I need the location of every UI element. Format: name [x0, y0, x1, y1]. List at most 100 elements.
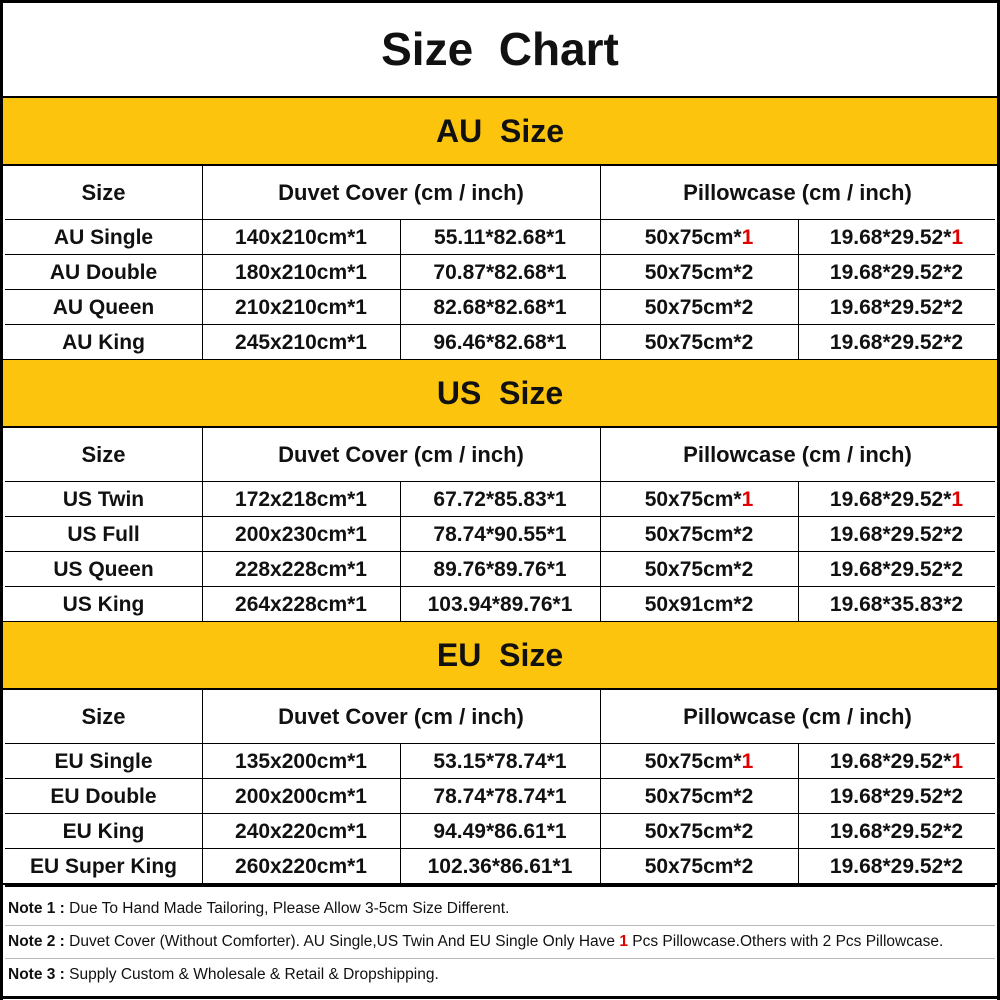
text-part: Duvet Cover (Without Comforter). AU Sing…	[69, 933, 620, 950]
rule	[5, 289, 995, 290]
note: Note 3 : Supply Custom & Wholesale & Ret…	[8, 959, 439, 991]
size-value: 50x75cm* 1	[600, 744, 798, 779]
size-value: 210x210cm*1	[235, 295, 367, 319]
column-header: Duvet Cover (cm / inch)	[278, 441, 524, 467]
rule	[400, 325, 401, 360]
rule	[600, 744, 601, 779]
rule	[600, 552, 601, 587]
size-value: 19.68*29.52*2	[829, 784, 964, 808]
rule	[798, 587, 799, 622]
rule	[400, 290, 401, 325]
rule	[0, 426, 1000, 428]
rule	[798, 290, 799, 325]
size-value: 50x75cm*2	[644, 854, 754, 878]
size-value: 260x220cm*1	[235, 854, 367, 878]
column-header: Size	[81, 441, 126, 467]
highlight-text: 1	[951, 225, 964, 249]
size-value: 172x218cm*1	[235, 487, 367, 511]
rule	[600, 427, 601, 482]
size-value: 180x210cm*1	[235, 260, 367, 284]
size-name: AU Queen	[52, 295, 155, 319]
rule	[202, 779, 203, 814]
column-header: Duvet Cover (cm / inch)	[278, 179, 524, 205]
size-value: 19.68*29.52* 1	[798, 744, 995, 779]
note: Note 1 : Due To Hand Made Tailoring, Ple…	[8, 893, 509, 925]
highlight-text: 1	[741, 487, 754, 511]
note-text: Duvet Cover (Without Comforter). AU Sing…	[69, 933, 943, 951]
size-value: 55.11*82.68*1	[434, 225, 566, 249]
rule	[400, 482, 401, 517]
size-value: 19.68*35.83*2	[829, 592, 964, 616]
note-label: Note 1 :	[8, 900, 65, 917]
rule	[5, 481, 995, 482]
rule	[202, 220, 203, 255]
size-value: 19.68*29.52*2	[829, 522, 964, 546]
text-part: 50x75cm*	[644, 749, 742, 773]
rule	[400, 255, 401, 290]
column-header: Pillowcase (cm / inch)	[683, 703, 912, 729]
note-text: Supply Custom & Wholesale & Retail & Dro…	[69, 966, 439, 984]
rule	[400, 744, 401, 779]
size-value: 19.68*29.52*2	[829, 260, 964, 284]
size-name: US Full	[67, 522, 140, 546]
rule	[600, 779, 601, 814]
size-value: 200x230cm*1	[235, 522, 367, 546]
column-header: Pillowcase (cm / inch)	[683, 179, 912, 205]
size-value: 103.94*89.76*1	[427, 592, 573, 616]
text-part: 19.68*29.52*	[829, 749, 952, 773]
size-value: 245x210cm*1	[235, 330, 367, 354]
rule	[5, 848, 995, 849]
rule	[798, 255, 799, 290]
size-value: 19.68*29.52*2	[829, 295, 964, 319]
rule	[600, 290, 601, 325]
text-part: Due To Hand Made Tailoring, Please Allow…	[69, 900, 510, 917]
rule	[5, 586, 995, 587]
size-name: EU Super King	[29, 854, 177, 878]
size-name: US Queen	[53, 557, 154, 581]
rule	[997, 0, 1000, 1000]
note-label: Note 3 :	[8, 966, 65, 983]
rule	[600, 255, 601, 290]
rule	[202, 165, 203, 220]
size-value: 200x200cm*1	[235, 784, 367, 808]
rule	[5, 813, 995, 814]
size-value: 102.36*86.61*1	[427, 854, 573, 878]
text-part: 50x75cm*	[644, 487, 742, 511]
rule	[600, 220, 601, 255]
note-text: Due To Hand Made Tailoring, Please Allow…	[69, 900, 509, 918]
size-value: 78.74*78.74*1	[433, 784, 567, 808]
rule	[600, 849, 601, 884]
text-part: Supply Custom & Wholesale & Retail & Dro…	[69, 966, 439, 983]
rule	[600, 587, 601, 622]
rule	[202, 325, 203, 360]
size-value: 19.68*29.52*2	[829, 557, 964, 581]
rule	[798, 220, 799, 255]
section-heading: US Size	[3, 360, 997, 427]
rule	[600, 325, 601, 360]
rule	[202, 814, 203, 849]
size-value: 19.68*29.52* 1	[798, 482, 995, 517]
size-value: 50x91cm*2	[644, 592, 754, 616]
rule	[400, 587, 401, 622]
size-value: 82.68*82.68*1	[433, 295, 567, 319]
column-header: Size	[81, 703, 126, 729]
rule	[202, 587, 203, 622]
size-value: 50x75cm*2	[644, 260, 754, 284]
size-value: 19.68*29.52*2	[829, 330, 964, 354]
rule	[798, 482, 799, 517]
size-name: US Twin	[62, 487, 145, 511]
size-value: 70.87*82.68*1	[433, 260, 567, 284]
column-header: Duvet Cover (cm / inch)	[278, 703, 524, 729]
rule	[202, 290, 203, 325]
rule	[600, 482, 601, 517]
rule	[0, 883, 1000, 885]
size-name: EU Single	[54, 749, 153, 773]
rule	[202, 552, 203, 587]
size-value: 264x228cm*1	[235, 592, 367, 616]
size-name: AU Double	[49, 260, 158, 284]
rule	[0, 996, 1000, 999]
column-header: Pillowcase (cm / inch)	[683, 441, 912, 467]
size-value: 50x75cm*2	[644, 295, 754, 319]
rule	[798, 744, 799, 779]
